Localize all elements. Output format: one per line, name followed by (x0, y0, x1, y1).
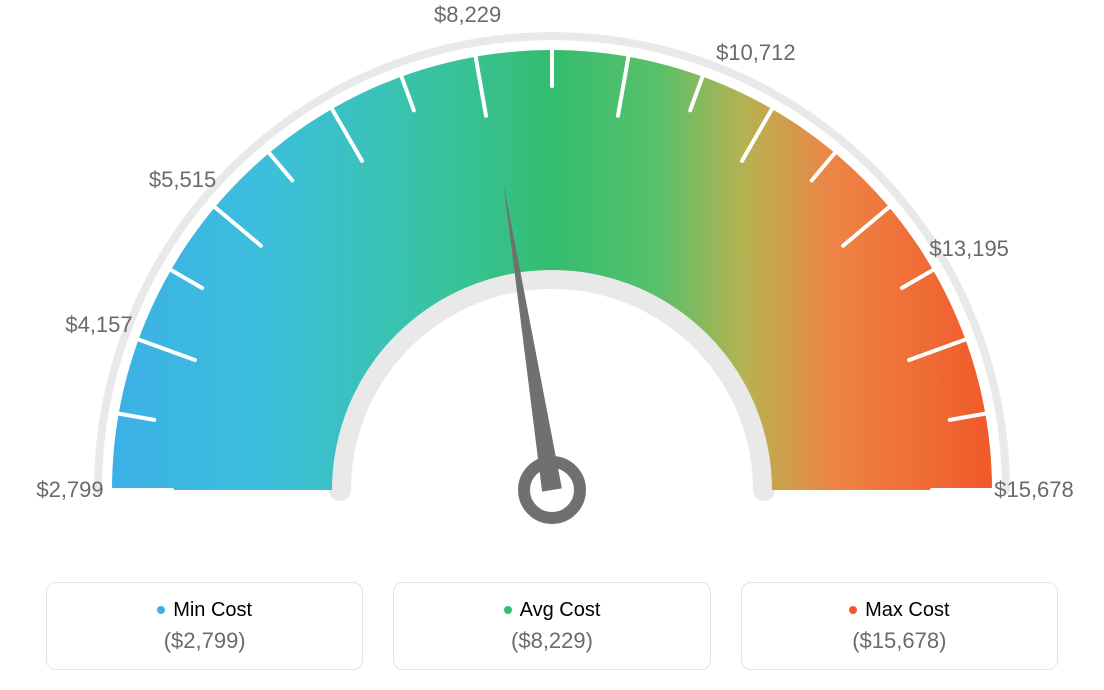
gauge-svg (0, 0, 1104, 560)
legend-label-max: Max Cost (865, 599, 949, 622)
dot-icon (157, 606, 165, 614)
legend-label-avg: Avg Cost (520, 599, 601, 622)
legend-title-avg: Avg Cost (504, 599, 601, 622)
scale-label: $13,195 (929, 236, 1009, 262)
scale-label: $4,157 (65, 312, 132, 338)
legend-row: Min Cost ($2,799) Avg Cost ($8,229) Max … (46, 582, 1058, 670)
legend-value-avg: ($8,229) (511, 628, 593, 654)
dot-icon (504, 606, 512, 614)
legend-label-min: Min Cost (173, 599, 252, 622)
dot-icon (849, 606, 857, 614)
legend-value-max: ($15,678) (852, 628, 946, 654)
scale-label: $15,678 (994, 477, 1074, 503)
legend-card-min: Min Cost ($2,799) (46, 582, 363, 670)
legend-title-max: Max Cost (849, 599, 949, 622)
legend-title-min: Min Cost (157, 599, 252, 622)
scale-label: $5,515 (149, 167, 216, 193)
cost-gauge-chart: { "gauge": { "type": "gauge", "cx": 552,… (0, 0, 1104, 690)
legend-value-min: ($2,799) (164, 628, 246, 654)
scale-label: $8,229 (434, 2, 501, 28)
scale-label: $10,712 (716, 40, 796, 66)
legend-card-avg: Avg Cost ($8,229) (393, 582, 710, 670)
scale-label: $2,799 (36, 477, 103, 503)
legend-card-max: Max Cost ($15,678) (741, 582, 1058, 670)
